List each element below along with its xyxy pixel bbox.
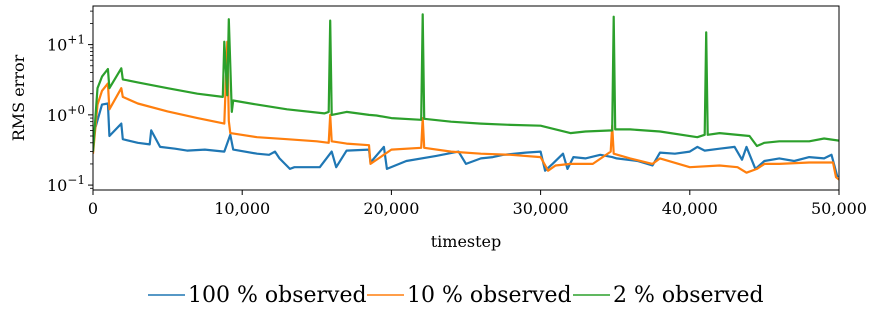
series-line-3	[93, 13, 839, 152]
x-axis: 0 10,000 20,000 30,000 40,000 50,000	[88, 190, 867, 218]
x-tick-label: 50,000	[811, 199, 867, 218]
x-tick-label: 20,000	[363, 199, 419, 218]
legend-label: 2 % observed	[613, 283, 764, 308]
legend: 100 % observed 10 % observed 2 % observed	[148, 283, 764, 308]
series-layer	[93, 13, 839, 181]
plot-frame	[92, 5, 840, 191]
y-tick-label: 10+1	[47, 33, 85, 55]
x-tick-label: 30,000	[513, 199, 569, 218]
y-axis: 10−1 10+0 10+1	[47, 10, 93, 195]
x-tick-label: 40,000	[662, 199, 718, 218]
legend-label: 10 % observed	[407, 283, 572, 308]
x-axis-title: timestep	[431, 232, 502, 251]
legend-label: 100 % observed	[188, 283, 367, 308]
series-line-2	[93, 40, 839, 181]
y-tick-label: 10−1	[47, 173, 85, 195]
y-axis-title: RMS error	[9, 54, 28, 141]
series-line-1	[93, 102, 839, 178]
x-tick-label: 0	[88, 199, 98, 218]
y-tick-label: 10+0	[47, 103, 85, 125]
x-tick-label: 10,000	[214, 199, 270, 218]
